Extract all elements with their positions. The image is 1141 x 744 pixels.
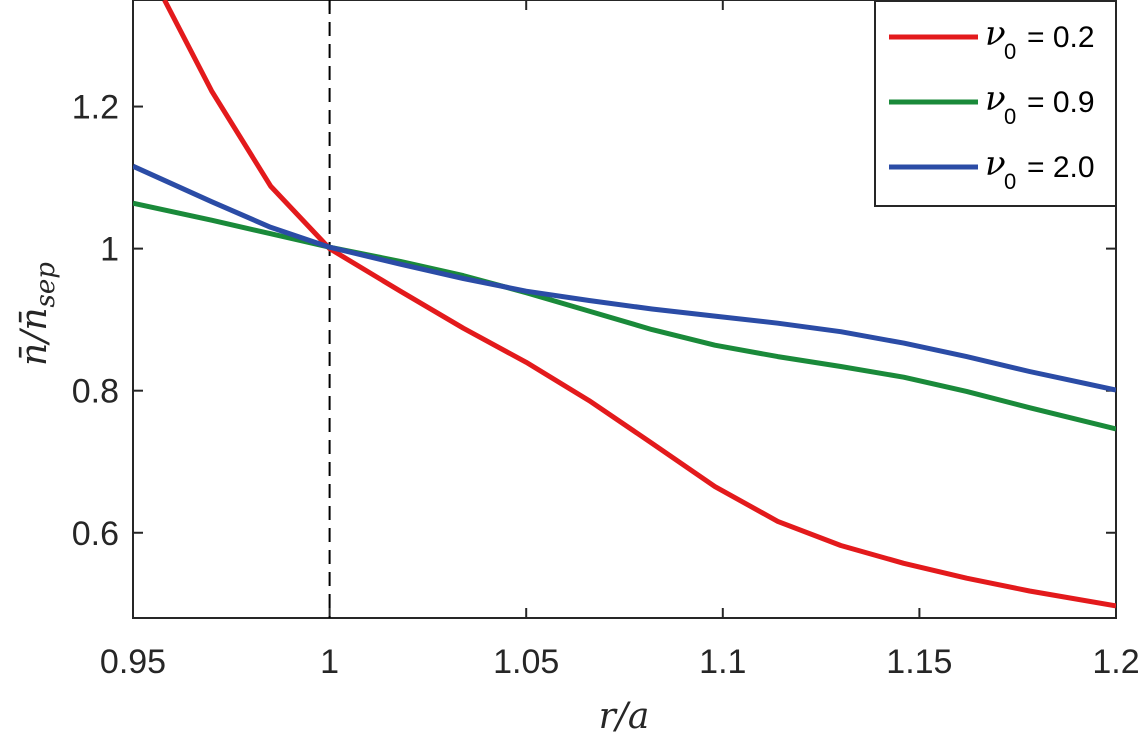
legend-value: = 0.2 bbox=[1027, 21, 1095, 54]
legend-subscript: 0 bbox=[1004, 169, 1016, 194]
series-line-2 bbox=[133, 163, 1116, 393]
y-tick-label: 0.6 bbox=[72, 515, 119, 553]
x-tick-label: 1.05 bbox=[493, 643, 559, 681]
legend-symbol: ν bbox=[985, 14, 1006, 54]
legend-value: = 2.0 bbox=[1027, 151, 1095, 184]
x-tick-label: 1.1 bbox=[699, 643, 746, 681]
y-tick-label: 1 bbox=[100, 231, 119, 269]
y-tick-label: 0.8 bbox=[72, 373, 119, 411]
legend-entry-0: ν0 = 0.2 bbox=[889, 14, 1095, 64]
legend: ν0 = 0.2ν0 = 0.9ν0 = 2.0 bbox=[874, 0, 1117, 207]
legend-value: = 0.9 bbox=[1027, 86, 1095, 119]
legend-entry-1: ν0 = 0.9 bbox=[889, 79, 1095, 129]
legend-symbol: ν bbox=[985, 79, 1006, 119]
x-tick-label: 1 bbox=[320, 643, 339, 681]
series-layer bbox=[133, 0, 1116, 609]
y-tick-label: 1.2 bbox=[72, 89, 119, 127]
series-line-0 bbox=[162, 0, 1116, 609]
x-axis-label: r/a bbox=[599, 696, 650, 737]
y-axis-label: n̄/n̄sep bbox=[14, 262, 61, 366]
x-tick-label: 1.15 bbox=[886, 643, 952, 681]
x-tick-label: 0.95 bbox=[100, 643, 166, 681]
legend-symbol: ν bbox=[985, 144, 1006, 184]
legend-entry-2: ν0 = 2.0 bbox=[889, 144, 1095, 194]
series-line-1 bbox=[133, 200, 1116, 432]
plot-frame bbox=[132, 0, 1117, 619]
tick-labels: 0.95 1 1.05 1.1 1.15 1.2 0.6 0.8 1 1.2 bbox=[72, 89, 1140, 681]
x-tick-label: 1.2 bbox=[1092, 643, 1139, 681]
legend-subscript: 0 bbox=[1004, 39, 1016, 64]
legend-subscript: 0 bbox=[1004, 104, 1016, 129]
